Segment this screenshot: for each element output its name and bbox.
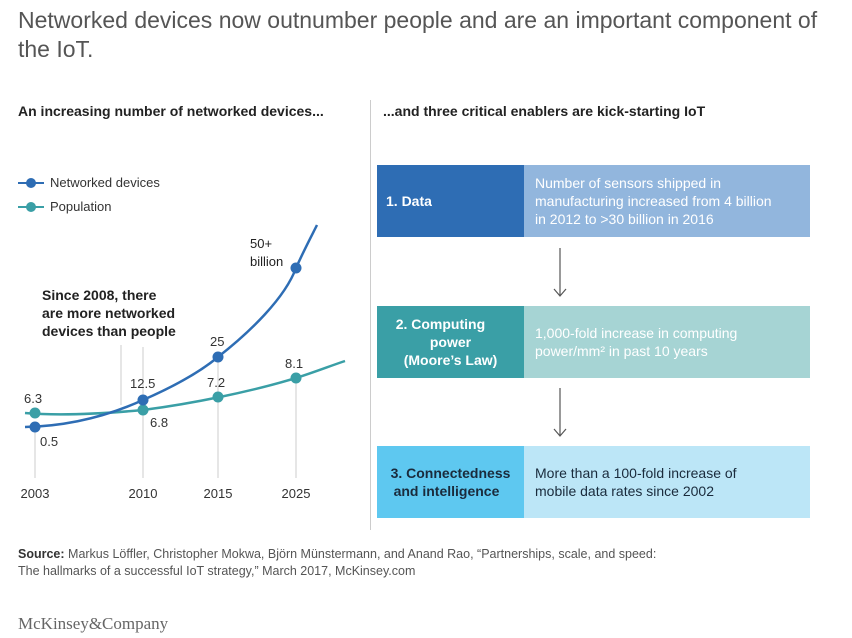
source-note: Source: Markus Löffler, Christopher Mokw… — [18, 546, 838, 580]
population-series-line — [24, 359, 346, 416]
section-divider — [370, 100, 371, 530]
enabler-row-data: 1. Data Number of sensors shipped in man… — [377, 165, 810, 237]
enabler-row-connectedness: 3. Connectedness and intelligence More t… — [377, 446, 810, 518]
enabler-description: More than a 100-fold increase of mobile … — [524, 446, 810, 518]
data-label-devices-2003: 0.5 — [40, 434, 58, 449]
devices-population-chart: 2003 2010 2015 2025 6.3 6.8 7.2 8.1 0.5 … — [21, 224, 346, 501]
legend-label: Networked devices — [50, 175, 160, 190]
chart-annotation: Since 2008, there are more networked dev… — [42, 287, 179, 339]
data-point-devices-2025 — [290, 262, 302, 274]
tick-label-2003: 2003 — [21, 486, 50, 501]
data-point-population-2010 — [137, 404, 149, 416]
page-title: Networked devices now outnumber people a… — [18, 7, 818, 62]
left-section-heading: An increasing number of networked device… — [18, 103, 324, 119]
mckinsey-logo: McKinsey&Company — [18, 614, 169, 633]
enabler-description: 1,000-fold increase in computing power/m… — [524, 306, 810, 378]
data-label-population-2003: 6.3 — [24, 391, 42, 406]
source-text-line: Markus Löffler, Christopher Mokwa, Björn… — [68, 547, 657, 561]
source-text-line: The hallmarks of a successful IoT strate… — [18, 564, 416, 578]
enabler-label: 1. Data — [377, 165, 524, 237]
data-point-devices-2015 — [212, 351, 224, 363]
legend-population: Population — [18, 199, 111, 214]
source-label: Source: — [18, 547, 65, 561]
data-point-population-2003 — [29, 407, 41, 419]
data-label-devices-2015: 25 — [210, 334, 224, 349]
down-arrow-icon — [553, 248, 567, 297]
legend-line-icon — [18, 201, 44, 212]
data-label-population-2010: 6.8 — [150, 415, 168, 430]
enabler-label: 3. Connectedness and intelligence — [377, 446, 524, 518]
right-section-heading: ...and three critical enablers are kick-… — [383, 103, 706, 119]
tick-label-2025: 2025 — [282, 486, 311, 501]
enabler-description: Number of sensors shipped in manufacturi… — [524, 165, 810, 237]
legend-networked-devices: Networked devices — [18, 175, 160, 190]
legend-line-icon — [18, 177, 44, 188]
data-point-population-2015 — [212, 391, 224, 403]
legend-label: Population — [50, 199, 112, 214]
data-label-population-2025: 8.1 — [285, 356, 303, 371]
down-arrow-icon — [553, 388, 567, 437]
data-point-population-2025 — [290, 372, 302, 384]
data-point-devices-2003 — [29, 421, 41, 433]
enabler-row-computing-power: 2. Computing power (Moore’s Law) 1,000-f… — [377, 306, 810, 378]
data-label-population-2015: 7.2 — [207, 375, 225, 390]
data-label-devices-2025: 50+ billion — [250, 236, 283, 269]
enabler-label: 2. Computing power (Moore’s Law) — [377, 306, 524, 378]
tick-label-2010: 2010 — [129, 486, 158, 501]
data-point-devices-2010 — [137, 394, 149, 406]
data-label-devices-2010: 12.5 — [130, 376, 155, 391]
tick-label-2015: 2015 — [204, 486, 233, 501]
